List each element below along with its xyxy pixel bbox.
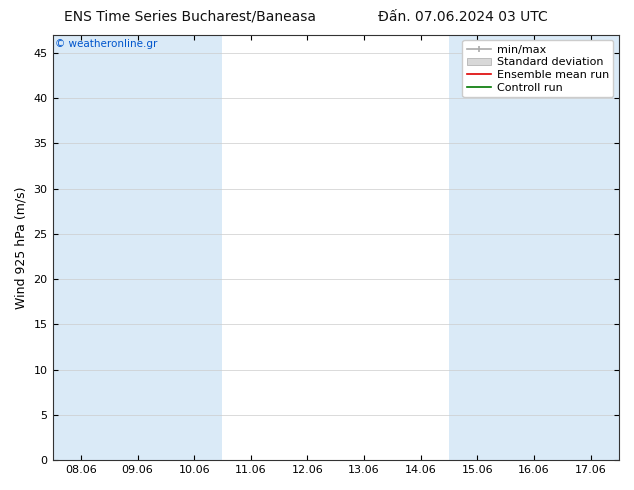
Bar	[53, 35, 109, 460]
Bar	[449, 35, 506, 460]
Text: © weatheronline.gr: © weatheronline.gr	[55, 39, 158, 49]
Bar	[562, 35, 619, 460]
Text: Đấn. 07.06.2024 03 UTC: Đấn. 07.06.2024 03 UTC	[378, 10, 548, 24]
Bar	[109, 35, 166, 460]
Y-axis label: Wind 925 hPa (m/s): Wind 925 hPa (m/s)	[15, 186, 28, 309]
Legend: min/max, Standard deviation, Ensemble mean run, Controll run: min/max, Standard deviation, Ensemble me…	[462, 40, 614, 98]
Bar	[166, 35, 223, 460]
Bar	[506, 35, 562, 460]
Text: ENS Time Series Bucharest/Baneasa: ENS Time Series Bucharest/Baneasa	[64, 10, 316, 24]
